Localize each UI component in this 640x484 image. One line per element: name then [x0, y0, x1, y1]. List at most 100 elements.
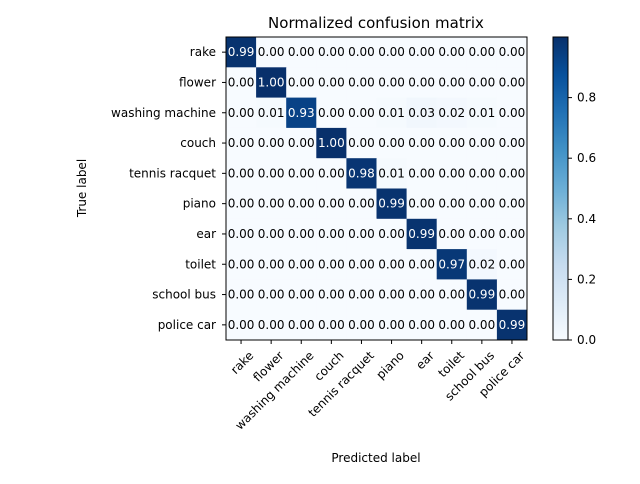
matrix-cell [256, 97, 287, 129]
matrix-cell-value: 0.00 [258, 136, 285, 150]
matrix-cell-value: 0.00 [318, 257, 345, 271]
matrix-cell-value: 0.00 [228, 257, 255, 271]
matrix-cell [436, 188, 468, 220]
matrix-cell [286, 67, 317, 99]
y-axis-label: True label [75, 159, 89, 218]
matrix-cell-value: 0.00 [318, 75, 345, 89]
matrix-cell-value: 0.00 [348, 257, 375, 271]
matrix-cell-value: 0.00 [348, 288, 375, 302]
matrix-cell-value: 0.00 [499, 75, 526, 89]
matrix-cell [406, 249, 438, 280]
matrix-cell [496, 249, 528, 280]
matrix-cell-value: 0.00 [468, 75, 495, 89]
colorbar-tick-label: 0.4 [577, 212, 596, 226]
matrix-cell-value: 0.00 [228, 197, 255, 211]
matrix-cell [376, 158, 408, 189]
matrix-cell [316, 97, 347, 129]
y-axis-ticks: rake flower washing machine couch tennis rac… [111, 45, 226, 332]
matrix-cell [436, 158, 468, 189]
y-tick-label: toilet [185, 257, 216, 271]
matrix-cell-value: 0.00 [378, 318, 405, 332]
matrix-cell-value: 0.00 [408, 288, 435, 302]
matrix-cell [226, 67, 257, 99]
y-tick-label: tennis racquet [129, 166, 216, 180]
matrix-cell-value: 0.00 [438, 75, 465, 89]
matrix-cell [256, 67, 287, 99]
matrix-cell-value: 0.00 [228, 75, 255, 89]
matrix-cell-value: 0.00 [378, 136, 405, 150]
matrix-cell-value: 0.99 [499, 318, 526, 332]
matrix-cell [376, 67, 408, 99]
matrix-cell-value: 0.00 [468, 45, 495, 59]
matrix-cell [346, 158, 377, 189]
matrix-cell [346, 279, 377, 311]
matrix-cell [466, 97, 498, 129]
matrix-cell-value: 0.99 [408, 227, 435, 241]
matrix-cell-value: 0.00 [378, 257, 405, 271]
matrix-cell-value: 0.00 [318, 166, 345, 180]
matrix-cell-value: 0.00 [408, 197, 435, 211]
colorbar-ticks: 0.0 0.2 0.4 0.6 0.8 [568, 91, 596, 347]
matrix-cell-value: 0.00 [288, 45, 315, 59]
matrix-cell-value: 0.00 [258, 288, 285, 302]
matrix-cell-value: 0.00 [348, 227, 375, 241]
matrix-cell-value: 0.00 [258, 197, 285, 211]
matrix-cell [316, 188, 347, 220]
matrix-cell-value: 0.00 [288, 288, 315, 302]
matrix-cell [256, 158, 287, 189]
matrix-frame [225, 36, 528, 341]
matrix-cell-value: 0.93 [288, 106, 315, 120]
matrix-cell-value: 0.00 [468, 318, 495, 332]
matrix-cell [376, 37, 408, 68]
matrix-cell-value: 0.00 [468, 166, 495, 180]
matrix-cell-value: 0.00 [438, 166, 465, 180]
y-tick-label: ear [196, 227, 216, 241]
chart-title: Normalized confusion matrix [268, 14, 484, 32]
matrix-cell [496, 97, 528, 129]
matrix-cell [286, 188, 317, 220]
matrix-cell [466, 127, 498, 159]
matrix-cell-value: 0.00 [288, 75, 315, 89]
matrix-cell [406, 188, 438, 220]
y-tick-label: couch [180, 136, 216, 150]
matrix-cell [436, 67, 468, 99]
matrix-cell-value: 0.00 [288, 136, 315, 150]
matrix-cell [226, 127, 257, 159]
matrix-cell [316, 218, 347, 250]
matrix-cell [466, 67, 498, 99]
matrix-cell-value: 0.00 [378, 75, 405, 89]
matrix-cell-value: 0.00 [288, 318, 315, 332]
matrix-cell-value: 0.97 [438, 257, 465, 271]
matrix-cell-value: 0.00 [468, 197, 495, 211]
matrix-cell-value: 0.00 [499, 106, 526, 120]
matrix-cell-value: 0.00 [408, 166, 435, 180]
matrix-cell-value: 0.00 [288, 197, 315, 211]
matrix-cell-value: 0.00 [499, 227, 526, 241]
matrix-cell-value: 0.00 [228, 136, 255, 150]
matrix-cell [256, 249, 287, 280]
matrix-cell-value: 0.00 [438, 227, 465, 241]
matrix-cell-value: 0.01 [258, 106, 285, 120]
matrix-cell-value: 0.01 [378, 106, 405, 120]
matrix-cell [286, 37, 317, 68]
matrix-cell [406, 127, 438, 159]
matrix-cell [496, 67, 528, 99]
matrix-cell [226, 309, 257, 341]
matrix-cell [436, 127, 468, 159]
matrix-cell-value: 0.98 [348, 166, 375, 180]
matrix-cell [466, 218, 498, 250]
colorbar-tick-label: 0.6 [577, 151, 596, 165]
matrix-cell [316, 67, 347, 99]
matrix-cell [496, 37, 528, 68]
matrix-cell-value: 0.00 [499, 197, 526, 211]
matrix-cell-value: 0.00 [348, 197, 375, 211]
matrix-cell-value: 0.00 [258, 166, 285, 180]
matrix-cell [286, 218, 317, 250]
matrix-cell [496, 279, 528, 311]
matrix-cell-value: 0.00 [499, 288, 526, 302]
matrix-cell-value: 1.00 [258, 75, 285, 89]
y-tick-label: piano [183, 197, 216, 211]
matrix-cell [466, 249, 498, 280]
matrix-cell-labels: 0.99 0.00 0.00 0.00 0.00 0.00 0.00 0.00 0.00 0.00… [228, 45, 526, 332]
